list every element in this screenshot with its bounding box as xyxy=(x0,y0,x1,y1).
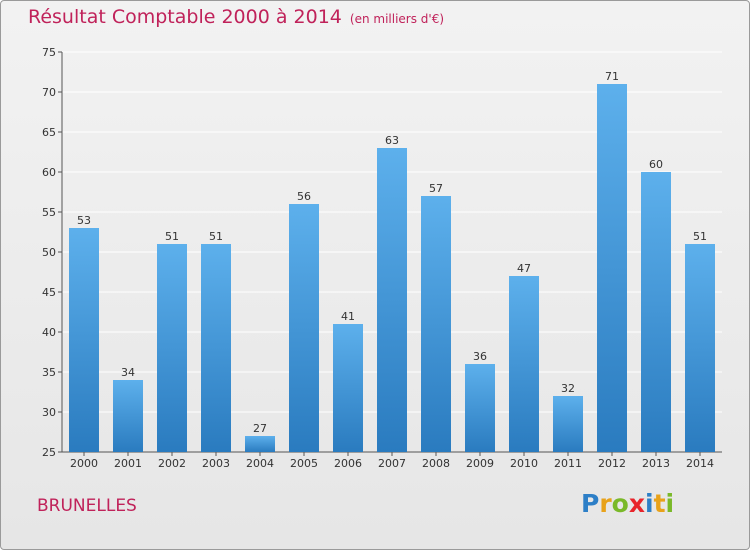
y-tick-label: 35 xyxy=(42,366,56,379)
x-tick-label: 2002 xyxy=(158,457,186,470)
logo-letter: t xyxy=(653,489,666,518)
x-tick-label: 2009 xyxy=(466,457,494,470)
x-tick-label: 2012 xyxy=(598,457,626,470)
x-tick-label: 2001 xyxy=(114,457,142,470)
bar xyxy=(333,324,363,452)
logo-letter: o xyxy=(611,489,629,518)
bar xyxy=(685,244,715,452)
data-label: 41 xyxy=(341,310,355,323)
x-tick-label: 2008 xyxy=(422,457,450,470)
y-tick-label: 45 xyxy=(42,286,56,299)
bar xyxy=(157,244,187,452)
x-tick-label: 2003 xyxy=(202,457,230,470)
bar xyxy=(465,364,495,452)
bar xyxy=(289,204,319,452)
y-tick-label: 75 xyxy=(42,46,56,59)
y-tick-label: 55 xyxy=(42,206,56,219)
logo-letter: P xyxy=(581,489,600,518)
bar xyxy=(377,148,407,452)
data-label: 36 xyxy=(473,350,487,363)
logo-letter: x xyxy=(628,489,645,518)
bar xyxy=(245,436,275,452)
data-label: 57 xyxy=(429,182,443,195)
x-tick-label: 2007 xyxy=(378,457,406,470)
bar xyxy=(113,380,143,452)
data-label: 51 xyxy=(693,230,707,243)
logo-letter: i xyxy=(665,489,675,518)
bar xyxy=(69,228,99,452)
bar xyxy=(421,196,451,452)
y-tick-label: 25 xyxy=(42,446,56,459)
data-label: 47 xyxy=(517,262,531,275)
y-tick-label: 60 xyxy=(42,166,56,179)
bar xyxy=(509,276,539,452)
data-label: 71 xyxy=(605,70,619,83)
chart-title-text: Résultat Comptable 2000 à 2014 xyxy=(28,6,342,28)
bar xyxy=(641,172,671,452)
x-tick-label: 2013 xyxy=(642,457,670,470)
data-label: 53 xyxy=(77,214,91,227)
x-tick-label: 2011 xyxy=(554,457,582,470)
data-label: 60 xyxy=(649,158,663,171)
x-tick-label: 2010 xyxy=(510,457,538,470)
x-tick-label: 2006 xyxy=(334,457,362,470)
chart-title: Résultat Comptable 2000 à 2014 (en millie… xyxy=(28,6,444,28)
data-label: 32 xyxy=(561,382,575,395)
data-label: 51 xyxy=(165,230,179,243)
y-tick-label: 40 xyxy=(42,326,56,339)
y-tick-label: 30 xyxy=(42,406,56,419)
logo-letter: i xyxy=(645,489,654,518)
x-tick-label: 2005 xyxy=(290,457,318,470)
data-label: 34 xyxy=(121,366,135,379)
y-tick-label: 65 xyxy=(42,126,56,139)
data-label: 56 xyxy=(297,190,311,203)
data-label: 63 xyxy=(385,134,399,147)
bar xyxy=(201,244,231,452)
x-tick-label: 2000 xyxy=(70,457,98,470)
logo-letter: r xyxy=(599,489,612,518)
x-tick-label: 2014 xyxy=(686,457,714,470)
bar xyxy=(597,84,627,452)
proxiti-logo: Proxiti xyxy=(581,489,674,518)
y-tick-label: 50 xyxy=(42,246,56,259)
data-label: 27 xyxy=(253,422,267,435)
y-tick-label: 70 xyxy=(42,86,56,99)
unit-note: (en milliers d'€) xyxy=(349,12,445,26)
bar xyxy=(553,396,583,452)
data-label: 51 xyxy=(209,230,223,243)
x-tick-label: 2004 xyxy=(246,457,274,470)
commune-name: BRUNELLES xyxy=(37,496,137,516)
